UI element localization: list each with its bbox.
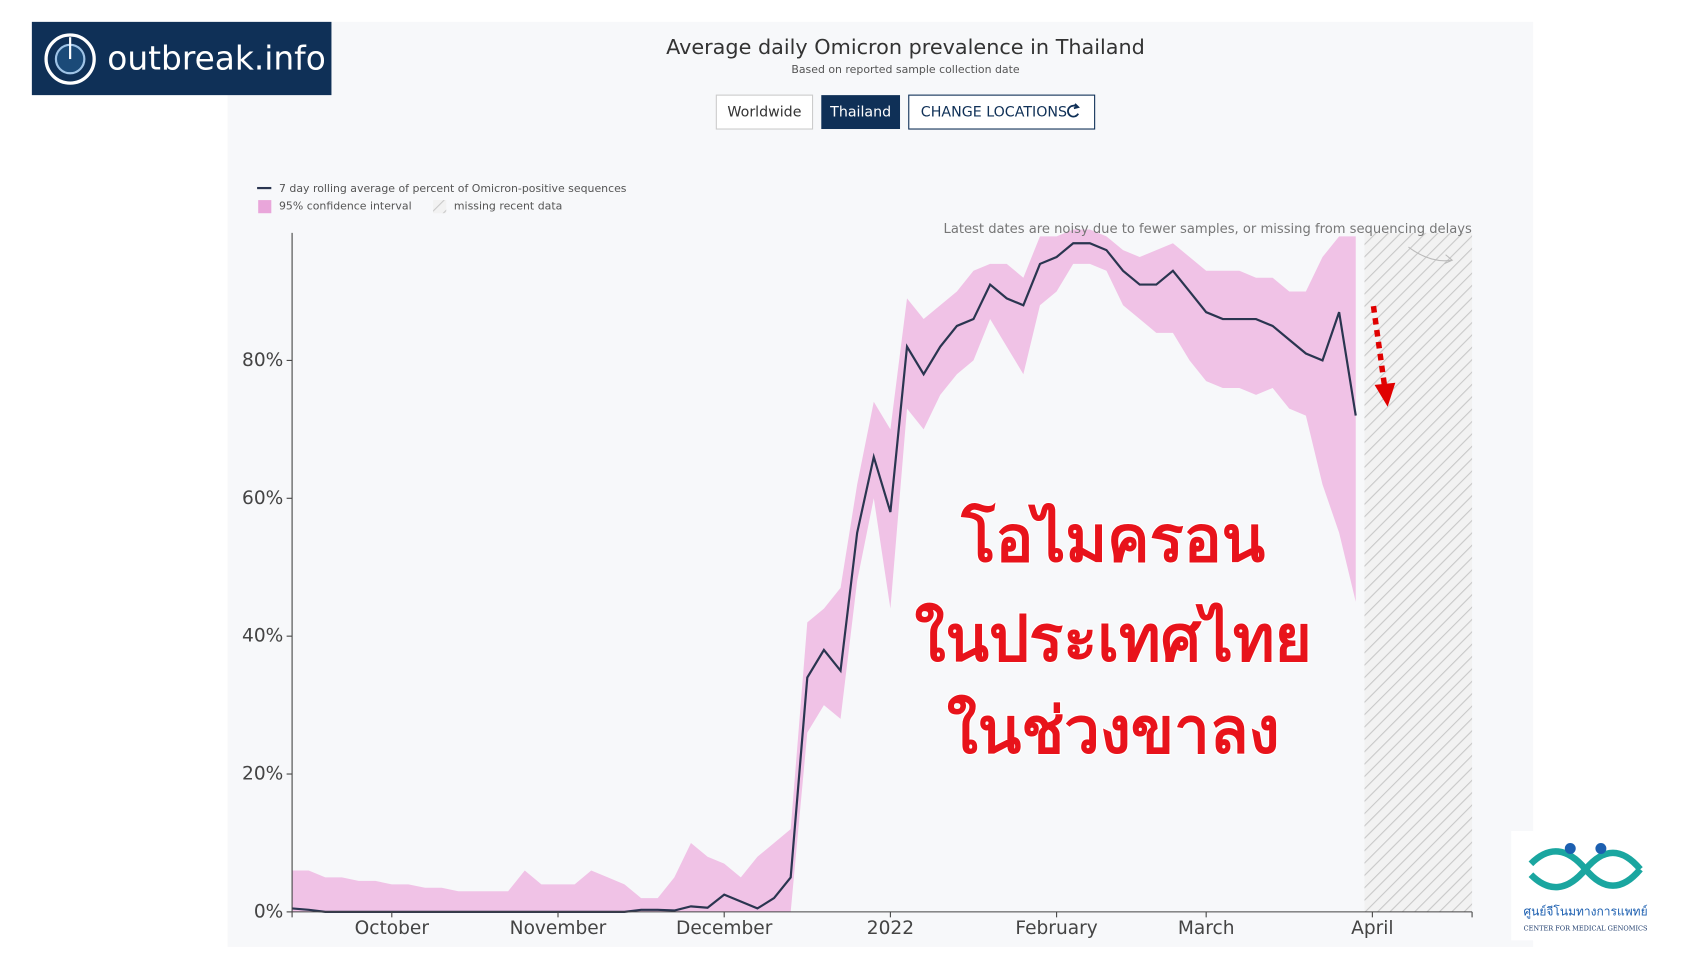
button-label[interactable]: CHANGE LOCATIONS [921,105,1067,121]
red-arrow-head [1374,382,1396,407]
refresh-icon[interactable] [1067,103,1080,118]
legend-label: 7 day rolling average of percent of Omic… [279,182,627,195]
plot: 0% 20% 40% 60% 80% October November December 202… [242,229,1473,939]
logo-text: outbreak.info [107,40,326,78]
y-tick-label: 80% [242,350,283,371]
footer-logo-box [1511,830,1663,941]
legend-label: missing recent data [454,200,562,213]
x-tick-label: March [1178,918,1235,939]
footer-logo-person [1595,843,1607,854]
button-thailand[interactable]: Thailand [821,95,901,130]
legend-band-swatch [258,200,272,214]
button-change-locations[interactable]: CHANGE LOCATIONS [908,94,1096,130]
chart-subtitle: Based on reported sample collection date [791,63,1020,76]
y-tick-label: 20% [242,764,283,785]
footer-logo-subtitle: CENTER FOR MEDICAL GENOMICS [1524,924,1648,932]
overlay-text: ในประเทศไทย [915,601,1312,675]
y-tick-label: 60% [242,488,283,509]
button-label[interactable]: Thailand [829,105,891,121]
button-label[interactable]: Worldwide [727,105,801,121]
legend-label: 95% confidence interval [279,200,412,213]
x-tick-label: February [1015,918,1097,939]
button-bg[interactable] [715,94,814,130]
red-arrow [1370,305,1388,386]
button-bg[interactable] [908,94,1096,130]
logo-icon [44,33,96,85]
overlay-text: ในช่วงขาลง [947,693,1280,767]
missing-data-region [1364,232,1473,912]
chart-title: Average daily Omicron prevalence in Thai… [666,35,1145,59]
footer-logo-person [1564,843,1576,854]
button-worldwide[interactable]: Worldwide [715,94,814,130]
x-tick-label: December [676,918,773,939]
x-tick-label: November [510,918,607,939]
confidence-band [292,229,1356,912]
footer-logo-name: ศูนย์จีโนมทางการแพทย์ [1523,904,1647,919]
button-bg[interactable] [821,95,901,130]
x-tick-label: 2022 [867,918,914,939]
legend-hatch-swatch [433,200,447,214]
y-tick-label: 40% [242,626,283,647]
x-tick-label: April [1351,918,1393,939]
overlay-text: โอไมครอน [960,501,1265,576]
y-tick-label: 0% [254,901,283,922]
x-tick-label: October [355,918,430,939]
footer-logo-mark [1528,848,1643,891]
annotation: Latest dates are noisy due to fewer samp… [944,222,1473,237]
annotation-arrow [1408,246,1454,265]
